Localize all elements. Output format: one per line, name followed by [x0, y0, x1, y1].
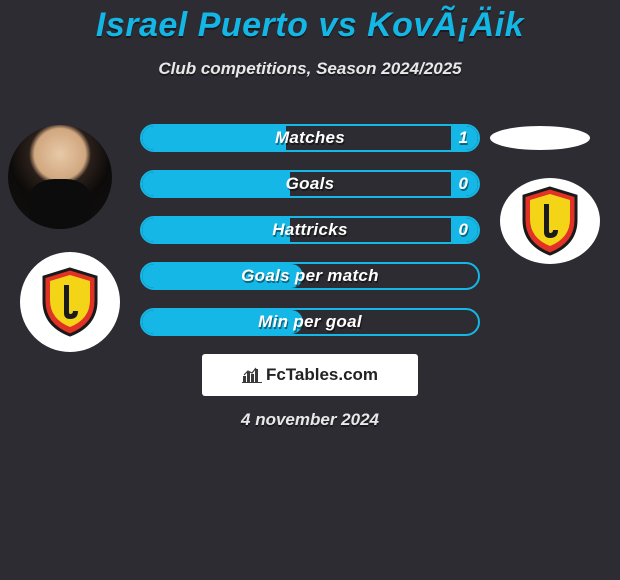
stat-bar-value-right: 0: [459, 216, 468, 244]
player-right-avatar: [490, 126, 590, 150]
player-left-avatar: [8, 125, 112, 229]
stat-bar-label: Goals per match: [140, 262, 480, 290]
stat-bar-value-right: 1: [459, 124, 468, 152]
stat-bar: Hattricks0: [140, 216, 480, 244]
player-left-club-badge: [20, 252, 120, 352]
stat-bar-label: Min per goal: [140, 308, 480, 336]
comparison-bars: Matches1Goals0Hattricks0Goals per matchM…: [140, 124, 480, 354]
shield-icon: [40, 267, 100, 337]
stat-bar-value-right: 0: [459, 170, 468, 198]
date-text: 4 november 2024: [0, 410, 620, 430]
fctables-watermark: FcTables.com: [202, 354, 418, 396]
page-title: Israel Puerto vs KovÃ¡Äik: [0, 0, 620, 45]
bar-chart-icon: [242, 367, 262, 383]
stat-bar-label: Matches: [140, 124, 480, 152]
stat-bar-label: Hattricks: [140, 216, 480, 244]
shield-icon: [520, 186, 580, 256]
stat-bar: Min per goal: [140, 308, 480, 336]
fctables-label: FcTables.com: [266, 365, 378, 385]
stat-bar-label: Goals: [140, 170, 480, 198]
stat-bar: Goals per match: [140, 262, 480, 290]
stat-bar: Goals0: [140, 170, 480, 198]
page-subtitle: Club competitions, Season 2024/2025: [0, 59, 620, 79]
player-right-club-badge: [500, 178, 600, 264]
stat-bar: Matches1: [140, 124, 480, 152]
